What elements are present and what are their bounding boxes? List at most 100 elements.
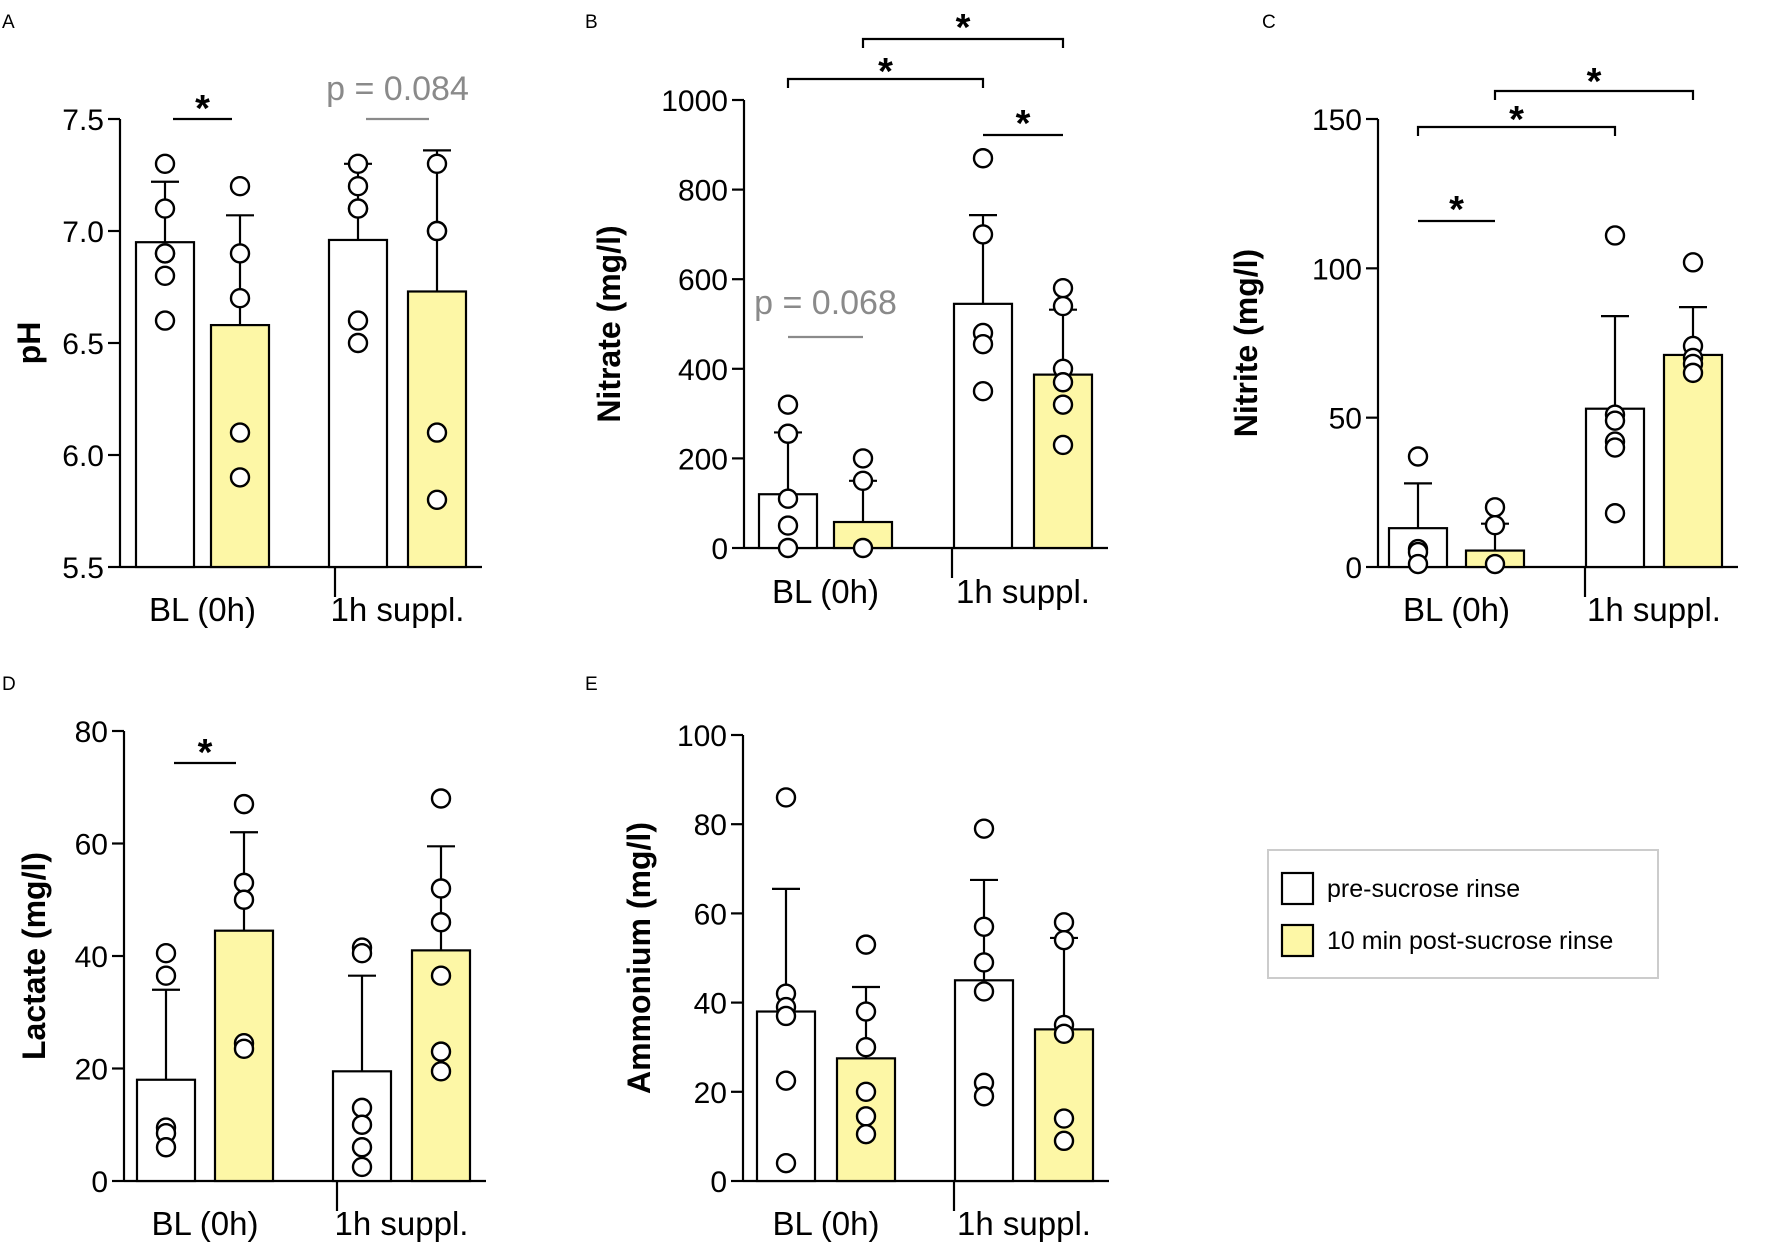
y-tick-label-d: 0 [91,1166,108,1199]
y-tick-label-c: 100 [1312,253,1362,286]
data-point-e [973,952,995,973]
significance-bracket-c [1416,125,1617,136]
data-point-a [229,243,251,264]
data-point-b [1052,372,1074,393]
x-category-label-d: 1h suppl. [335,1205,469,1242]
y-tick-label-e: 100 [677,720,727,753]
data-point-e [855,1123,877,1145]
data-point-d [430,912,452,933]
y-tick-label-e: 60 [694,898,727,931]
legend: pre-sucrose rinse 10 min post-sucrose ri… [1267,849,1659,979]
y-tick-label-e: 80 [694,809,727,842]
data-point-c [1407,553,1429,575]
panel-letter-d: D [2,674,16,695]
data-point-b [777,515,799,536]
data-point-b [852,448,874,469]
panel-e-ammonium-chart: 0 20 40 60 80 100 BL (0h) 1h suppl. Ammonium (mg… [621,720,1109,1242]
data-point-a [229,422,251,443]
significance-label-b: * [956,7,971,49]
data-point-d [351,1114,373,1135]
data-point-e [775,1070,797,1091]
data-point-a [154,265,176,286]
data-point-c [1484,497,1506,518]
data-point-e [1053,912,1075,933]
data-point-d [233,1038,255,1060]
x-category-label-a: 1h suppl. [331,591,465,628]
data-point-a [347,153,369,175]
data-point-c [1682,252,1704,273]
x-category-label-c: BL (0h) [1403,591,1510,628]
data-point-d [233,872,255,894]
data-point-a [229,467,251,488]
y-tick-label-b: 600 [678,264,728,297]
legend-swatch-pre [1280,871,1315,906]
data-point-d [155,942,177,964]
x-category-label-b: BL (0h) [772,573,879,610]
legend-label-pre: pre-sucrose rinse [1327,875,1520,903]
x-category-label-b: 1h suppl. [956,573,1090,610]
bar-a [327,238,389,569]
data-point-e [973,1086,995,1107]
data-point-d [430,878,452,899]
data-point-e [973,916,995,937]
panel-c-nitrite-chart: 0 50 100 150 BL (0h) 1h suppl. Nitrite (mg/l) *… [1228,61,1738,628]
y-axis-label-c: Nitrite (mg/l) [1228,249,1264,437]
y-tick-label-b: 800 [678,175,728,208]
y-tick-label-a: 6.5 [62,328,104,361]
data-point-a [347,310,369,331]
data-point-c [1682,362,1704,384]
significance-label-c: * [1587,61,1602,103]
data-point-a [426,220,448,242]
y-tick-label-e: 20 [694,1077,727,1110]
data-point-e [775,1152,797,1174]
data-point-e [973,818,995,839]
data-point-b [972,381,994,402]
data-point-e [973,981,995,1002]
legend-swatch-post [1280,923,1315,958]
legend-frame [1267,849,1659,979]
data-point-a [426,489,448,510]
y-tick-label-e: 0 [710,1166,727,1199]
data-point-e [1053,1130,1075,1152]
data-point-a [426,153,448,175]
data-point-c [1484,514,1506,536]
data-point-a [154,153,176,175]
significance-label-b: * [878,51,893,93]
significance-label-a: p = 0.084 [326,70,469,108]
significance-label-d: * [198,732,213,774]
panel-letter-e: E [585,674,598,695]
significance-label-b: * [1016,103,1031,145]
data-point-e [775,1005,797,1027]
significance-bracket-b [786,77,985,88]
legend-label-post: 10 min post-sucrose rinse [1327,927,1613,955]
y-axis-label-d: Lactate (mg/l) [16,852,52,1060]
y-axis-label-a: pH [11,322,47,365]
bar-d [213,929,275,1183]
data-point-e [1053,1108,1075,1129]
data-point-c [1407,446,1429,467]
y-tick-label-a: 7.0 [62,216,104,249]
data-point-a [229,175,251,197]
data-point-d [155,965,177,986]
panel-a-ph-chart: 5.5 6.0 6.5 7.0 7.5 BL (0h) 1h suppl. pH * p = 0.… [11,70,482,628]
data-point-d [351,942,373,964]
y-tick-label-a: 5.5 [62,552,104,585]
y-tick-label-b: 1000 [661,85,728,118]
data-point-b [852,470,874,491]
data-point-e [1053,1023,1075,1045]
data-point-c [1484,553,1506,575]
y-tick-label-b: 400 [678,354,728,387]
x-category-label-c: 1h suppl. [1587,591,1721,628]
data-point-c [1604,437,1626,458]
panel-letter-b: B [585,12,598,33]
data-point-e [855,1001,877,1022]
bar-c [1662,353,1724,569]
data-point-a [347,175,369,197]
data-point-a [154,243,176,264]
data-point-b [777,394,799,415]
panel-letter-a: A [2,12,15,33]
data-point-d [155,1137,177,1158]
data-point-b [1052,295,1074,317]
y-tick-label-c: 50 [1329,403,1362,436]
